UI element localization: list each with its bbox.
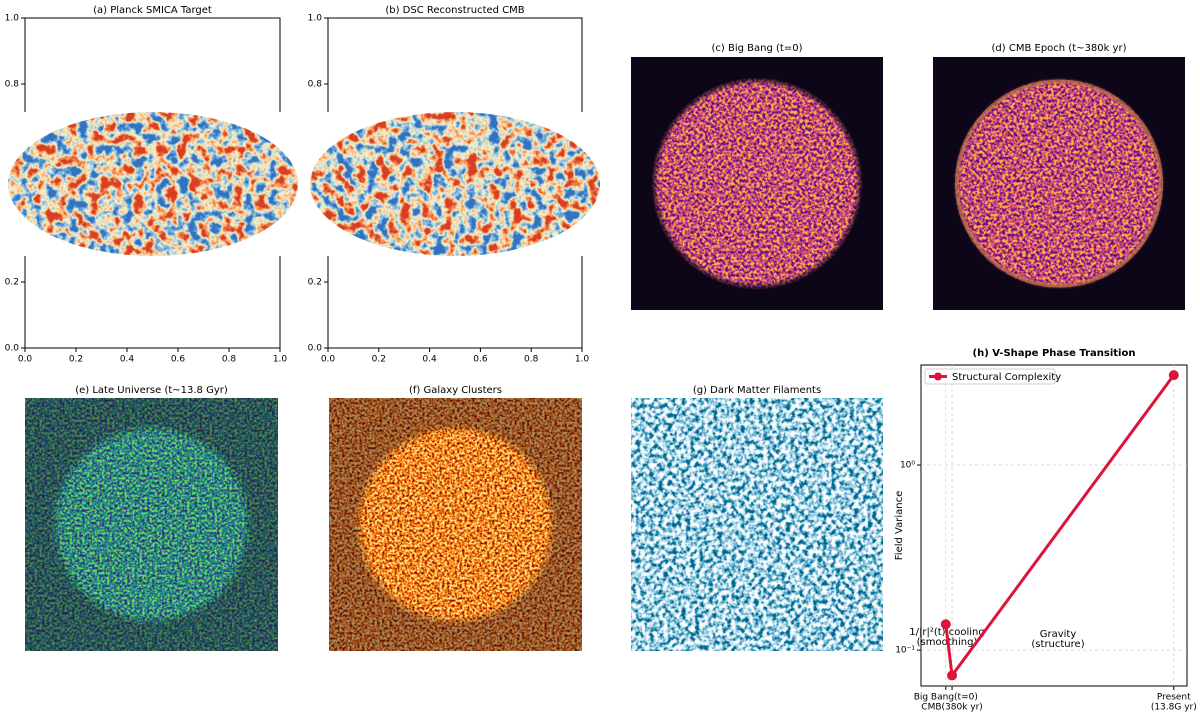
axes-frame (920, 364, 1188, 687)
x-tick-label: 1.0 (575, 355, 590, 365)
sky-map-noise (310, 112, 600, 256)
y-axis-label: Field Variance (894, 491, 905, 560)
y-tick-label: 0.2 (308, 278, 322, 288)
panel-title: (f) Galaxy Clusters (409, 385, 502, 396)
data-point (947, 670, 958, 681)
panel-title: (d) CMB Epoch (t~380k yr) (992, 43, 1127, 54)
x-tick-label: 1.0 (273, 355, 288, 365)
x-tick-label: 0.2 (372, 355, 386, 365)
x-tick-label: 0.0 (321, 355, 336, 365)
y-tick-label: 1.0 (308, 14, 323, 24)
image-halo (329, 398, 582, 651)
data-point (940, 619, 951, 630)
sky-map (310, 112, 600, 256)
sky-map-noise (8, 112, 298, 256)
panel-title: (g) Dark Matter Filaments (693, 385, 821, 396)
x-tick-label: CMB(380k yr) (921, 703, 983, 713)
panel-title: (c) Big Bang (t=0) (712, 43, 803, 54)
x-tick-label: 0.0 (18, 355, 33, 365)
data-point (1168, 370, 1179, 381)
y-tick-label: 1.0 (5, 14, 20, 24)
x-tick-label: 0.6 (171, 355, 186, 365)
legend-marker (934, 372, 942, 381)
x-tick-label: 0.4 (120, 355, 135, 365)
y-tick-label: 0.0 (5, 344, 20, 354)
chart-title: (h) V-Shape Phase Transition (973, 348, 1136, 359)
x-tick-label: 0.8 (222, 355, 237, 365)
x-tick-label: 0.6 (473, 355, 488, 365)
y-tick-label: 0.8 (5, 80, 20, 90)
x-tick-label: 0.2 (69, 355, 83, 365)
y-tick-label: 10⁰ (900, 461, 915, 471)
legend-label: Structural Complexity (952, 372, 1061, 383)
image-halo (25, 398, 278, 651)
legend-box (924, 368, 1056, 385)
x-tick-label: Present (1157, 693, 1191, 703)
y-tick-label: 0.8 (308, 80, 323, 90)
sky-map (8, 112, 298, 256)
panel-title: (e) Late Universe (t~13.8 Gyr) (75, 385, 228, 396)
annotation: (structure) (1031, 639, 1084, 650)
x-tick-label: Big Bang(t=0) (914, 693, 978, 703)
image-field (933, 57, 1185, 310)
x-tick-label: 0.8 (524, 355, 539, 365)
image-field (631, 57, 883, 310)
x-tick-label: 0.4 (422, 355, 437, 365)
x-tick-label: (13.8G yr) (1151, 703, 1197, 713)
image-field (631, 398, 883, 651)
y-tick-label: 0.0 (308, 344, 323, 354)
image-ring (954, 79, 1164, 288)
y-tick-label: 0.2 (5, 278, 19, 288)
annotation: Gravity (1040, 629, 1077, 640)
y-tick-label: 10⁻¹ (895, 646, 915, 656)
panel-title: (b) DSC Reconstructed CMB (385, 5, 524, 16)
panel-title: (a) Planck SMICA Target (93, 5, 212, 16)
